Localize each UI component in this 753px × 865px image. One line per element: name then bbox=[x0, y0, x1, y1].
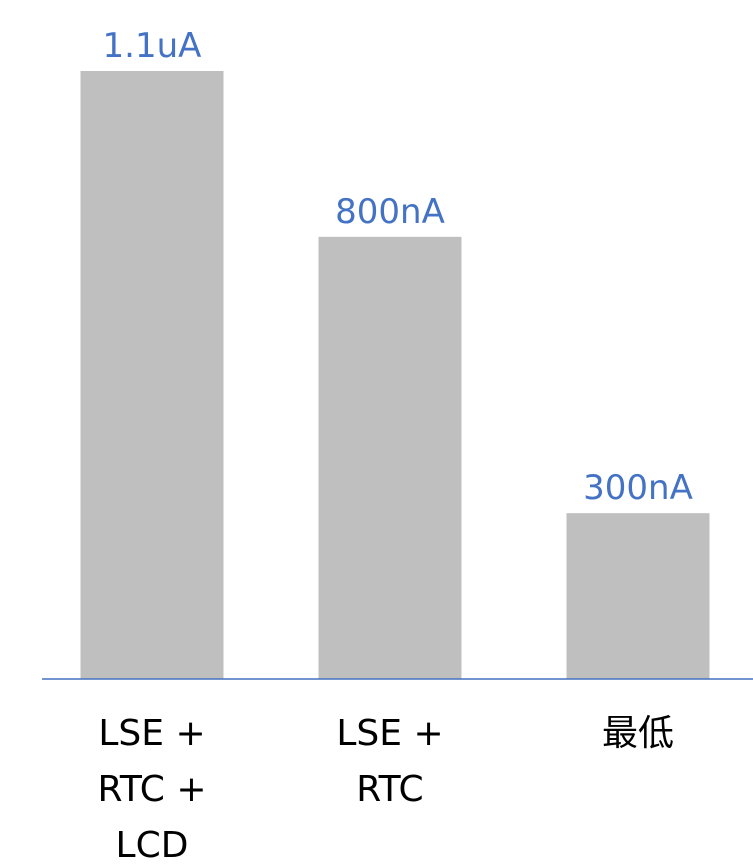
bar-3 bbox=[566, 513, 710, 679]
category-label-line: RTC + bbox=[97, 769, 206, 810]
category-label-line: LCD bbox=[116, 825, 189, 865]
value-labels-layer: 1.1uA 800nA 300nA bbox=[103, 26, 693, 508]
data-label-1: 1.1uA bbox=[103, 26, 202, 66]
category-label-line: RTC bbox=[356, 769, 423, 810]
bar-2 bbox=[318, 236, 462, 679]
category-labels-layer: LSE + RTC + LCD LSE + RTC 最低 bbox=[97, 713, 674, 865]
category-label-3: 最低 bbox=[602, 713, 674, 754]
data-label-2: 800nA bbox=[335, 192, 445, 232]
data-label-3: 300nA bbox=[583, 468, 693, 508]
category-label-1: LSE + RTC + LCD bbox=[97, 713, 206, 865]
category-label-2: LSE + RTC bbox=[336, 713, 443, 810]
category-label-line: 最低 bbox=[602, 713, 674, 754]
bars-layer bbox=[80, 71, 710, 679]
category-label-line: LSE + bbox=[336, 713, 443, 754]
category-label-line: LSE + bbox=[98, 713, 205, 754]
bar-1 bbox=[80, 71, 224, 679]
